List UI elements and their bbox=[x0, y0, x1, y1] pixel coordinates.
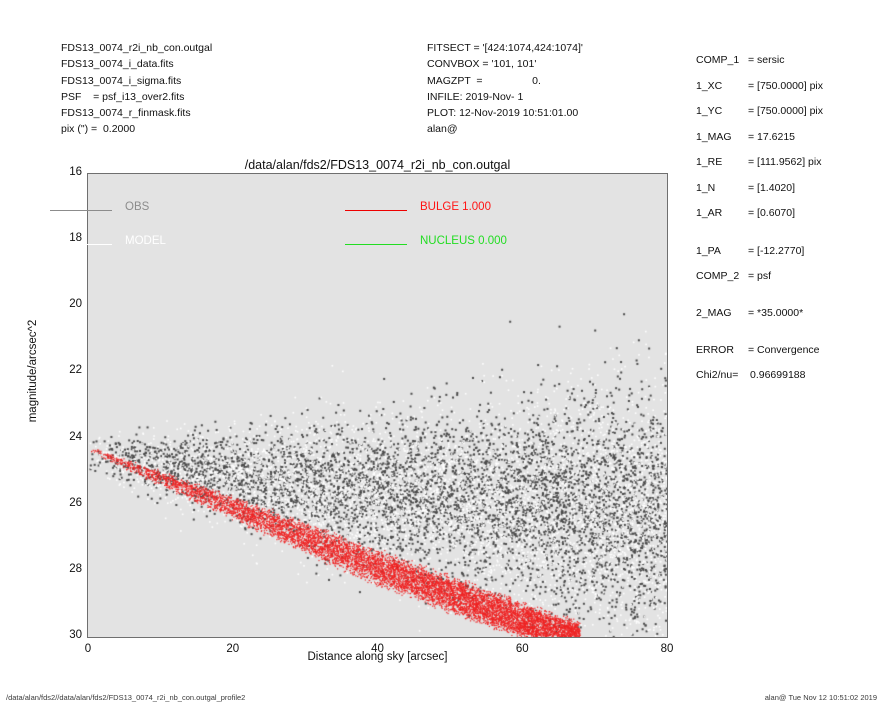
header-mid-line-4: PLOT: 12-Nov-2019 10:51:01.00 bbox=[427, 107, 579, 120]
footer-user-timestamp: alan@ Tue Nov 12 10:51:02 2019 bbox=[764, 693, 877, 702]
param-row-1pa: 1_PA = [-12.2770] bbox=[696, 227, 823, 264]
param-value: = [750.0000] pix bbox=[748, 79, 824, 92]
header-mid-line-3: INFILE: 2019-Nov- 1 bbox=[427, 90, 524, 103]
header-mid-line-2: MAGZPT = 0. bbox=[427, 74, 541, 87]
legend-line-model bbox=[50, 244, 112, 245]
y-tick-16: 16 bbox=[69, 166, 82, 178]
legend-label-nucleus: NUCLEUS 0.000 bbox=[420, 235, 507, 247]
param-value: = [1.4020] bbox=[748, 181, 795, 194]
header-left-line-2: FDS13_0074_i_sigma.fits bbox=[61, 74, 182, 87]
profile-plot-panel bbox=[87, 173, 668, 638]
param-value: = psf bbox=[748, 269, 772, 282]
header-mid-line-5: alan@ bbox=[427, 123, 458, 136]
header-left-block: FDS13_0074_r2i_nb_con.outgal FDS13_0074_i… bbox=[61, 40, 212, 138]
param-value: = [750.0000] pix bbox=[748, 105, 824, 117]
param-value: = [0.6070] bbox=[748, 207, 795, 219]
param-value: = *35.0000* bbox=[748, 307, 804, 319]
param-row-error: ERROR = Convergence bbox=[696, 326, 823, 363]
param-value: = [-12.2770] bbox=[748, 244, 805, 257]
legend-line-nucleus bbox=[345, 244, 407, 245]
param-value: 0.96699188 bbox=[738, 369, 806, 381]
header-left-line-3: PSF = psf_i13_over2.fits bbox=[61, 90, 185, 103]
param-row-1ar: 1_AR = [0.6070] bbox=[696, 201, 823, 227]
legend-line-bulge bbox=[345, 210, 407, 211]
x-tick-60: 60 bbox=[515, 643, 529, 655]
param-row-comp2: COMP_2 = psf bbox=[696, 264, 823, 290]
x-tick-80: 80 bbox=[660, 643, 674, 655]
header-mid-line-0: FITSECT = '[424:1074,424:1074]' bbox=[427, 42, 583, 54]
y-axis-label: magnitude/arcsec^2 bbox=[27, 319, 39, 423]
y-tick-28: 28 bbox=[69, 562, 82, 575]
y-tick-26: 26 bbox=[69, 496, 82, 509]
param-key: 1_N bbox=[696, 181, 716, 194]
param-row-comp1: COMP_1 = sersic bbox=[696, 48, 823, 74]
header-left-line-0: FDS13_0074_r2i_nb_con.outgal bbox=[61, 42, 213, 54]
fit-parameter-panel: COMP_1 = sersic 1_XC = [750.0000] pix 1_YC = … bbox=[696, 48, 823, 389]
param-value: = Convergence bbox=[748, 344, 820, 356]
legend-label-bulge: BULGE 1.000 bbox=[420, 201, 491, 213]
legend-line-obs bbox=[50, 210, 112, 211]
header-middle-block: FITSECT = '[424:1074,424:1074]' CONVBOX =… bbox=[427, 40, 583, 138]
header-mid-line-1: CONVBOX = '101, 101' bbox=[427, 58, 537, 71]
param-key: COMP_2 bbox=[696, 269, 740, 282]
scatter-canvas bbox=[88, 174, 667, 637]
param-row-1mag: 1_MAG = 17.6215 bbox=[696, 125, 823, 151]
param-key: Chi2/nu= bbox=[696, 369, 739, 381]
x-axis-label: Distance along sky [arcsec] bbox=[307, 651, 448, 663]
param-key: 1_RE bbox=[696, 156, 723, 168]
param-key: 1_AR bbox=[696, 207, 723, 219]
param-value: = sersic bbox=[748, 54, 785, 66]
param-value: = [111.9562] pix bbox=[748, 156, 822, 168]
y-tick-20: 20 bbox=[69, 298, 82, 311]
x-axis-ticks: 0 20 40 60 80 bbox=[85, 643, 674, 661]
param-key: ERROR bbox=[696, 344, 734, 356]
header-left-line-4: FDS13_0074_r_finmask.fits bbox=[61, 107, 191, 120]
param-key: 1_PA bbox=[696, 244, 721, 257]
x-tick-20: 20 bbox=[226, 643, 240, 655]
param-key: 1_YC bbox=[696, 105, 723, 117]
param-row-1re: 1_RE = [111.9562] pix bbox=[696, 150, 823, 176]
param-row-chi2nu: Chi2/nu= 0.96699188 bbox=[696, 363, 823, 389]
legend-label-model: MODEL bbox=[125, 235, 166, 247]
plot-title: /data/alan/fds2/FDS13_0074_r2i_nb_con.ou… bbox=[244, 158, 511, 172]
param-row-1yc: 1_YC = [750.0000] pix bbox=[696, 99, 823, 125]
legend-label-obs: OBS bbox=[125, 201, 150, 213]
x-tick-0: 0 bbox=[84, 643, 92, 655]
y-axis-ticks: 16 18 20 22 24 26 28 30 bbox=[52, 166, 82, 641]
x-tick-40: 40 bbox=[371, 643, 384, 655]
y-tick-18: 18 bbox=[69, 232, 82, 245]
param-key: 2_MAG bbox=[696, 307, 732, 319]
y-tick-22: 22 bbox=[69, 364, 82, 377]
footer-path: /data/alan/fds2//data/alan/fds2/FDS13_00… bbox=[6, 693, 246, 702]
param-row-1xc: 1_XC = [750.0000] pix bbox=[696, 74, 823, 100]
y-tick-24: 24 bbox=[69, 430, 82, 443]
header-left-line-1: FDS13_0074_i_data.fits bbox=[61, 58, 174, 71]
param-row-2mag: 2_MAG = *35.0000* bbox=[696, 289, 823, 326]
param-row-1n: 1_N = [1.4020] bbox=[696, 176, 823, 202]
param-key: COMP_1 bbox=[696, 54, 740, 66]
param-value: = 17.6215 bbox=[748, 130, 796, 143]
y-tick-30: 30 bbox=[69, 629, 82, 641]
param-key: 1_MAG bbox=[696, 130, 732, 143]
param-key: 1_XC bbox=[696, 79, 723, 92]
header-left-line-5: pix (") = 0.2000 bbox=[61, 123, 136, 136]
